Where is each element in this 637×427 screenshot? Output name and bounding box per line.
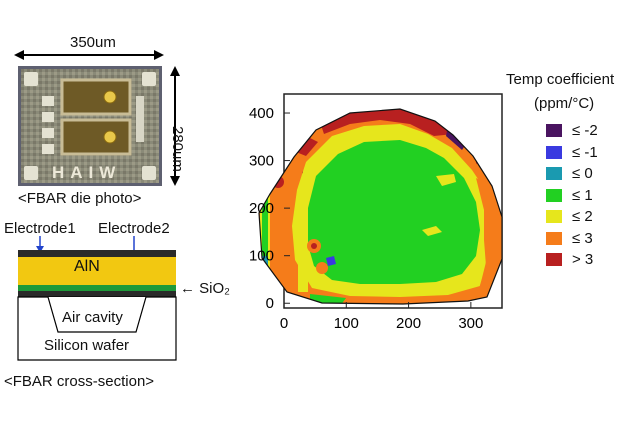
die-photo-caption: <FBAR die photo> xyxy=(18,190,142,207)
legend-swatch xyxy=(546,253,562,266)
silicon-wafer-label: Silicon wafer xyxy=(44,337,130,354)
legend-swatch xyxy=(546,145,562,159)
die-height-label: 280um xyxy=(169,126,186,172)
legend-label: ≤ -1 xyxy=(572,143,598,161)
legend-item: ≤ 1 xyxy=(546,187,636,205)
legend-label: ≤ 2 xyxy=(572,208,593,225)
legend-item: ≤ -2 xyxy=(546,122,636,140)
cross-section-caption: <FBAR cross-section> xyxy=(4,373,155,390)
y-tick-label: 100 xyxy=(249,248,274,265)
electrode2-label: Electrode2 xyxy=(98,220,170,237)
temperature-coefficient-heatmap: 0 100 200 300 0 100 200 300 400 xyxy=(249,93,503,332)
legend-swatch xyxy=(546,167,562,180)
y-tick-label: 400 xyxy=(249,105,274,122)
legend-item: ≤ 3 xyxy=(546,230,636,248)
legend-swatch xyxy=(546,231,562,245)
legend-item: ≤ 0 xyxy=(546,165,636,183)
x-tick-label: 300 xyxy=(458,315,483,332)
y-tick-label: 200 xyxy=(249,200,274,217)
sio2-label: ← SiO₂ xyxy=(180,280,230,297)
fbar-cross-section-diagram xyxy=(17,236,177,361)
die-photo-text: HAIW xyxy=(52,163,121,182)
legend-label: ≤ 0 xyxy=(572,165,593,182)
legend-label: ≤ -2 xyxy=(572,122,598,139)
legend-item: ≤ 2 xyxy=(546,208,636,226)
legend-swatch xyxy=(546,188,562,202)
legend-swatch xyxy=(546,124,562,137)
electrode1-label: Electrode1 xyxy=(4,220,76,237)
die-width-label: 350um xyxy=(70,34,116,51)
legend-item: > 3 xyxy=(546,251,636,269)
legend-title-line2: (ppm/°C) xyxy=(534,95,595,112)
die-photo-image: HAIW xyxy=(18,66,162,186)
legend-label: ≤ 3 xyxy=(572,229,593,247)
die-height-arrow xyxy=(170,66,180,186)
x-tick-label: 100 xyxy=(334,315,359,332)
aln-layer-label: AlN xyxy=(74,258,100,275)
legend-label: ≤ 1 xyxy=(572,186,593,204)
y-tick-label: 300 xyxy=(249,153,274,170)
x-tick-label: 200 xyxy=(396,315,421,332)
legend-item: ≤ -1 xyxy=(546,144,636,162)
y-tick-label: 0 xyxy=(266,295,274,312)
legend-title-line1: Temp coefficient xyxy=(506,71,615,88)
die-width-arrow xyxy=(14,50,164,60)
legend-swatch xyxy=(546,210,562,223)
x-tick-label: 0 xyxy=(280,315,288,332)
air-cavity-label: Air cavity xyxy=(62,309,123,326)
legend-label: > 3 xyxy=(572,251,594,268)
